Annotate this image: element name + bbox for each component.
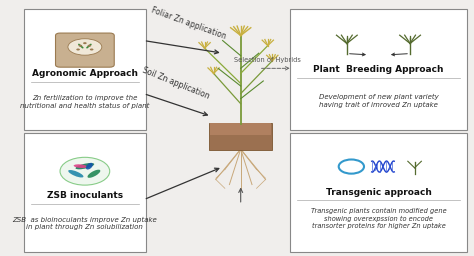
Circle shape bbox=[79, 45, 82, 47]
Text: Transgenic approach: Transgenic approach bbox=[326, 188, 431, 197]
Text: Foliar Zn application: Foliar Zn application bbox=[150, 5, 228, 40]
FancyBboxPatch shape bbox=[209, 123, 273, 151]
Circle shape bbox=[83, 42, 87, 44]
Text: Agronomic Approach: Agronomic Approach bbox=[32, 69, 138, 78]
Ellipse shape bbox=[75, 163, 94, 169]
FancyBboxPatch shape bbox=[291, 133, 466, 251]
Ellipse shape bbox=[86, 163, 93, 169]
Circle shape bbox=[88, 45, 91, 47]
Circle shape bbox=[76, 48, 80, 50]
Text: Plant  Breeding Approach: Plant Breeding Approach bbox=[313, 65, 444, 74]
Text: ZSB  as bioinoculants improve Zn uptake
in plant through Zn solubilization: ZSB as bioinoculants improve Zn uptake i… bbox=[12, 217, 157, 230]
Text: Zn fertilization to improve the
nutritional and health status of plant: Zn fertilization to improve the nutritio… bbox=[20, 95, 150, 109]
Text: Development of new plant variety
having trait of imroved Zn uptake: Development of new plant variety having … bbox=[319, 94, 438, 108]
FancyBboxPatch shape bbox=[210, 123, 272, 135]
Text: Transgenic plants contain modified gene
showing overexpssion to encode
transorte: Transgenic plants contain modified gene … bbox=[310, 208, 447, 229]
Ellipse shape bbox=[68, 39, 102, 55]
FancyBboxPatch shape bbox=[291, 9, 466, 130]
FancyArrowPatch shape bbox=[79, 45, 83, 48]
Text: ZSB inoculants: ZSB inoculants bbox=[47, 191, 123, 200]
Circle shape bbox=[60, 157, 109, 185]
FancyBboxPatch shape bbox=[55, 33, 114, 67]
FancyBboxPatch shape bbox=[24, 9, 146, 130]
FancyArrowPatch shape bbox=[87, 45, 91, 48]
FancyBboxPatch shape bbox=[24, 133, 146, 251]
Circle shape bbox=[90, 48, 93, 50]
Text: Selection of Hybrids: Selection of Hybrids bbox=[234, 57, 301, 63]
Ellipse shape bbox=[73, 164, 87, 168]
Ellipse shape bbox=[88, 170, 100, 178]
Ellipse shape bbox=[68, 170, 83, 177]
Text: Soil Zn application: Soil Zn application bbox=[141, 66, 211, 101]
